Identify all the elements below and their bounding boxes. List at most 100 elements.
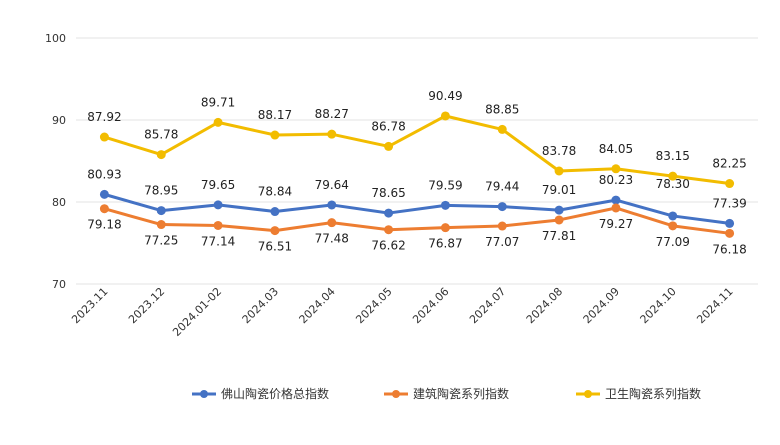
data-label: 89.71 [201, 95, 235, 109]
x-tick-label: 2024.09 [581, 285, 622, 326]
series-line [102, 206, 732, 235]
data-label: 90.49 [428, 89, 462, 103]
legend-swatch-marker [200, 390, 208, 398]
data-point [440, 111, 450, 121]
data-point [668, 221, 678, 231]
legend-swatch-marker [392, 390, 400, 398]
legend-label: 佛山陶瓷价格总指数 [221, 386, 329, 401]
data-point [213, 220, 223, 230]
data-point [725, 218, 735, 228]
data-label: 79.64 [315, 178, 349, 192]
data-point [611, 195, 621, 205]
data-label: 76.87 [428, 237, 462, 251]
data-label: 78.30 [656, 177, 690, 191]
x-tick-label: 2024.08 [524, 285, 565, 326]
data-label: 79.59 [428, 178, 462, 192]
series-1: 79.18 77.25 77.14 76.51 77.48 76.62 76.87 77.07… [87, 203, 747, 256]
data-label: 77.09 [656, 235, 690, 249]
x-tick-label: 2024.03 [240, 285, 281, 326]
data-label: 80.93 [87, 167, 121, 181]
data-label: 76.51 [258, 240, 292, 254]
data-point [725, 179, 735, 189]
legend-swatch-marker [584, 390, 592, 398]
data-label: 87.92 [87, 110, 121, 124]
data-label: 79.65 [201, 178, 235, 192]
data-label: 77.48 [315, 232, 349, 246]
series-line [102, 192, 732, 225]
data-point [611, 203, 621, 213]
data-point [384, 225, 394, 235]
gridlines [76, 37, 758, 285]
data-point [384, 141, 394, 151]
data-point [440, 200, 450, 210]
legend-label: 建筑陶瓷系列指数 [413, 386, 509, 401]
data-point [156, 150, 166, 160]
data-point [327, 200, 337, 210]
data-label: 78.95 [144, 184, 178, 198]
series-0: 80.93 78.95 79.65 78.84 79.64 78.65 79.59 79.44… [87, 167, 747, 228]
y-tick-label: 100 [45, 32, 66, 45]
x-tick-label: 2024.05 [353, 285, 394, 326]
data-point [725, 228, 735, 238]
data-point [213, 117, 223, 127]
x-tick-label: 2024.01-02 [170, 285, 224, 339]
data-point [497, 202, 507, 212]
y-tick-label: 90 [52, 114, 66, 127]
data-label: 83.15 [656, 149, 690, 163]
data-label: 77.25 [144, 234, 178, 248]
data-label: 88.27 [315, 107, 349, 121]
x-tick-label: 2024.11 [694, 285, 735, 326]
data-point [554, 166, 564, 176]
x-tick-label: 2024.04 [297, 285, 338, 326]
data-label: 88.85 [485, 102, 519, 116]
series-2: 87.92 85.78 89.71 88.17 88.27 86.78 90.49 88.85… [87, 89, 747, 189]
data-label: 82.25 [712, 157, 746, 171]
data-point [611, 164, 621, 174]
data-point [327, 129, 337, 139]
data-point [497, 221, 507, 231]
data-point [213, 200, 223, 210]
data-label: 85.78 [144, 128, 178, 142]
y-tick-label: 70 [52, 278, 66, 291]
data-label: 77.39 [712, 196, 746, 210]
x-tick-label: 2024.07 [467, 285, 508, 326]
data-point [554, 205, 564, 215]
data-label: 86.78 [371, 119, 405, 133]
data-point [327, 218, 337, 228]
x-tick-label: 2023.11 [69, 285, 110, 326]
data-point [668, 211, 678, 221]
data-label: 78.65 [371, 186, 405, 200]
data-label: 79.18 [87, 218, 121, 232]
data-point [384, 208, 394, 218]
data-point [497, 124, 507, 134]
legend-item-1: 建筑陶瓷系列指数 [384, 386, 509, 401]
data-label: 77.07 [485, 235, 519, 249]
legend: 佛山陶瓷价格总指数 建筑陶瓷系列指数 卫生陶瓷系列指数 [192, 386, 701, 401]
data-point [270, 130, 280, 140]
data-point [270, 226, 280, 236]
data-point [156, 220, 166, 230]
series-layer: 80.93 78.95 79.65 78.84 79.64 78.65 79.59 79.44… [87, 89, 747, 256]
data-point [99, 204, 109, 214]
legend-label: 卫生陶瓷系列指数 [605, 386, 701, 401]
data-point [270, 207, 280, 217]
data-label: 79.27 [599, 217, 633, 231]
series-line [102, 114, 732, 186]
data-label: 79.01 [542, 183, 576, 197]
data-point [554, 215, 564, 225]
data-point [99, 189, 109, 199]
data-label: 88.17 [258, 108, 292, 122]
data-label: 84.05 [599, 142, 633, 156]
x-tick-label: 2024.10 [638, 285, 679, 326]
legend-item-0: 佛山陶瓷价格总指数 [192, 386, 329, 401]
y-axis: 70 80 90 100 [45, 32, 66, 291]
data-label: 76.18 [712, 242, 746, 256]
data-point [668, 171, 678, 181]
data-point [99, 132, 109, 142]
data-label: 77.81 [542, 229, 576, 243]
y-tick-label: 80 [52, 196, 66, 209]
data-label: 78.84 [258, 185, 292, 199]
x-tick-label: 2024.06 [410, 285, 451, 326]
data-label: 76.62 [371, 239, 405, 253]
